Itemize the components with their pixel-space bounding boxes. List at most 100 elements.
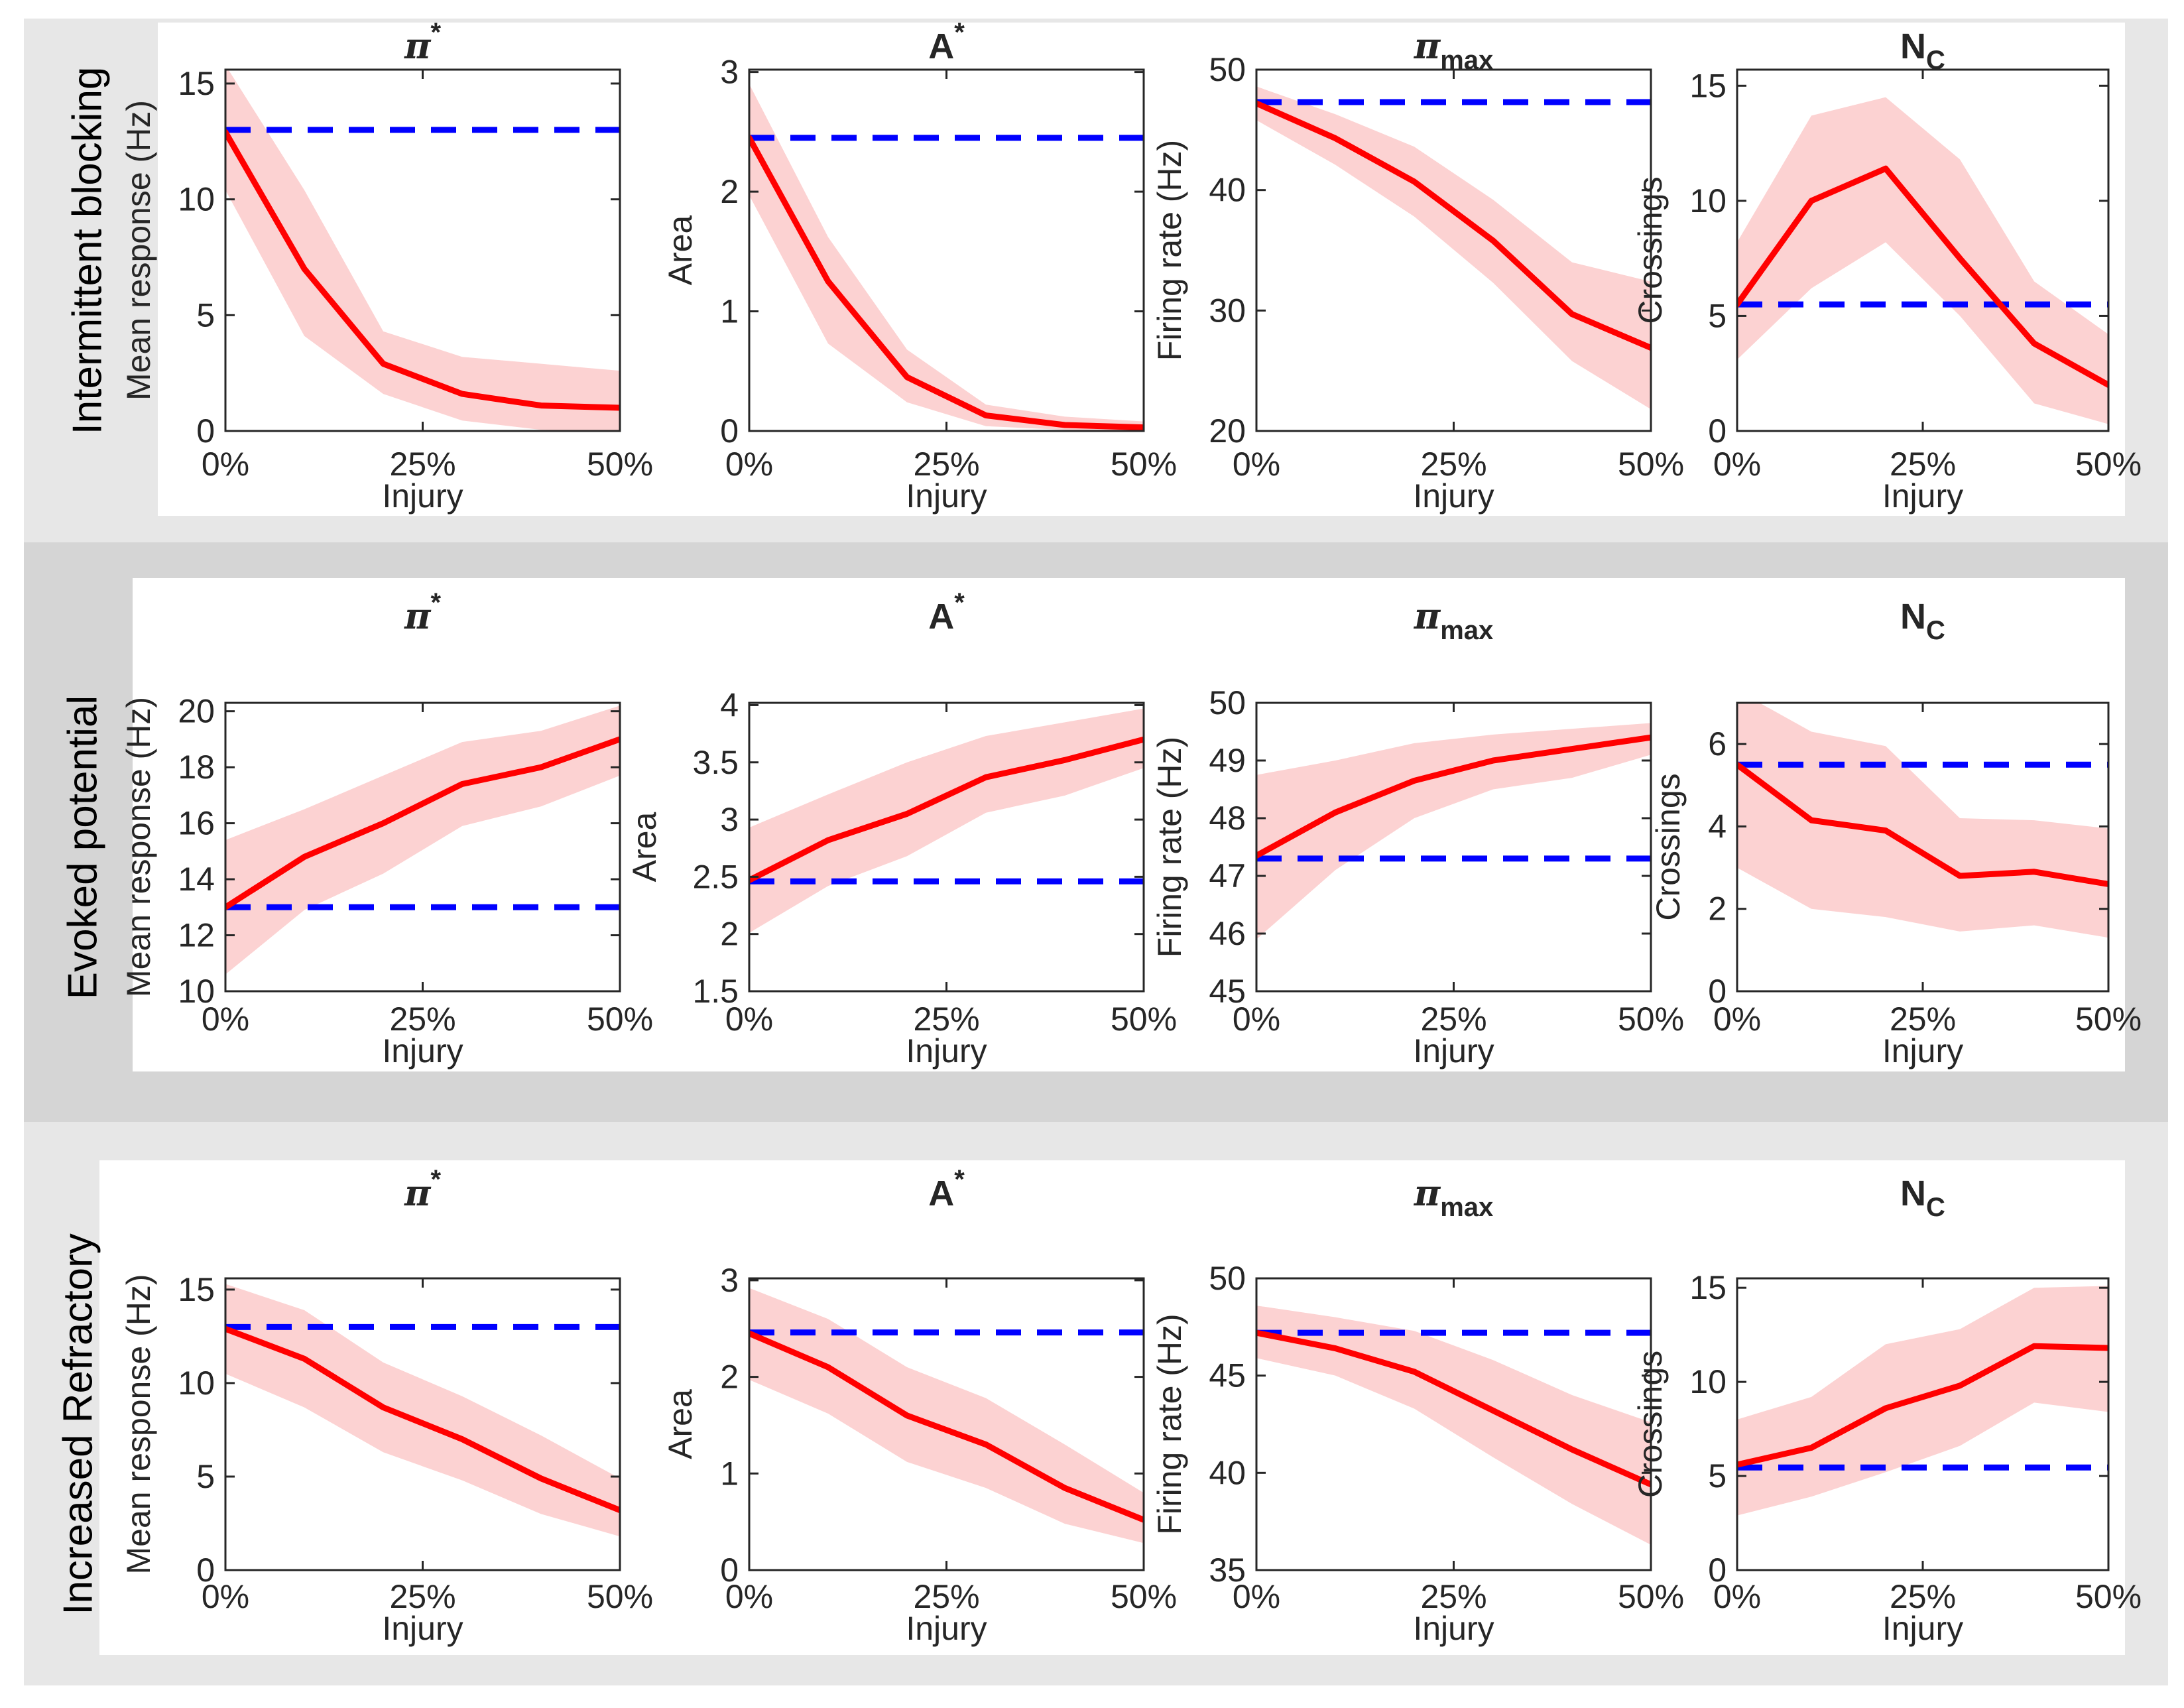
y-tick-label: 1 xyxy=(720,293,739,330)
confidence-band xyxy=(1737,1286,2108,1516)
x-axis-label: Injury xyxy=(1882,1032,1963,1069)
confidence-band xyxy=(1256,723,1651,940)
y-tick-label: 20 xyxy=(178,693,215,730)
x-tick-label: 50% xyxy=(587,446,653,483)
y-tick-label: 6 xyxy=(1708,725,1727,762)
y-tick-label: 4 xyxy=(720,686,739,723)
subplot-title: A* xyxy=(928,18,965,66)
subplot-r3c4: 0% 25% 50% 0 5 10 15 Crossings Injury NC xyxy=(1632,1174,2142,1647)
mean-line xyxy=(749,135,1144,431)
y-tick-label: 10 xyxy=(1689,1363,1727,1400)
y-tick-label: 20 xyxy=(1209,412,1246,450)
y-tick-label: 15 xyxy=(178,65,215,102)
confidence-band xyxy=(225,1284,620,1537)
y-tick-label: 2 xyxy=(720,173,739,210)
y-axis-label: Area xyxy=(662,215,699,286)
y-tick-label: 5 xyxy=(1708,1457,1727,1494)
y-tick-label: 0 xyxy=(720,412,739,450)
y-tick-label: 3 xyxy=(720,54,739,91)
y-tick-label: 50 xyxy=(1209,684,1246,721)
mean-line xyxy=(749,1330,1144,1523)
y-tick-label: 45 xyxy=(1209,1357,1246,1394)
subplot-r3c1: 0% 25% 50% 0 5 10 15 Mean response (Hz) Injury π* xyxy=(120,1165,653,1647)
subplot-title: NC xyxy=(1900,1174,1945,1222)
subplot-r2c3: 0% 25% 50% 45 46 47 48 49 50 Firing rate (Hz) Inju… xyxy=(1151,595,1684,1069)
y-tick-label: 2.5 xyxy=(692,858,739,895)
y-tick-label: 5 xyxy=(1708,297,1727,334)
y-tick-label: 48 xyxy=(1209,800,1246,837)
x-tick-label: 25% xyxy=(1890,1578,1956,1615)
x-axis-label: Injury xyxy=(1882,1610,1963,1647)
y-axis-label: Area xyxy=(662,1389,699,1459)
y-tick-label: 12 xyxy=(178,917,215,954)
y-axis-label: Crossings xyxy=(1632,1351,1669,1498)
y-tick-label: 30 xyxy=(1209,292,1246,329)
subplot-r3c3: 0% 25% 50% 35 40 45 50 Firing rate (Hz) Injury πm… xyxy=(1151,1172,1684,1647)
x-axis-label: Injury xyxy=(906,477,987,515)
x-tick-label: 0% xyxy=(725,1001,773,1038)
subplot-r1c2: 0% 25% 50% 0 1 2 3 Area Injury A* xyxy=(662,18,1177,515)
subplot-title: π* xyxy=(404,588,442,637)
x-tick-label: 0% xyxy=(1233,446,1280,483)
subplot-title: πmax xyxy=(1414,25,1494,75)
subplot-r2c1: 0% 25% 50% 10 12 14 16 18 20 Mean response (Hz) In… xyxy=(120,588,653,1069)
x-tick-label: 50% xyxy=(1618,446,1684,483)
x-tick-label: 50% xyxy=(587,1578,653,1615)
y-tick-label: 3.5 xyxy=(692,744,739,781)
subplot-title: πmax xyxy=(1414,1172,1494,1222)
y-axis-label: Firing rate (Hz) xyxy=(1151,140,1188,361)
confidence-band xyxy=(1737,97,2108,424)
y-axis-label: Area xyxy=(626,812,663,883)
confidence-band xyxy=(1737,703,2108,938)
x-tick-label: 25% xyxy=(389,1001,455,1038)
mean-line xyxy=(225,1325,620,1514)
x-axis-label: Injury xyxy=(906,1610,987,1647)
y-tick-label: 5 xyxy=(196,1458,215,1495)
x-tick-label: 50% xyxy=(587,1001,653,1038)
y-tick-label: 4 xyxy=(1708,808,1727,845)
confidence-band xyxy=(749,1288,1144,1544)
y-axis-label: Mean response (Hz) xyxy=(120,697,157,997)
x-tick-label: 50% xyxy=(1618,1001,1684,1038)
mean-line xyxy=(1256,734,1651,859)
x-tick-label: 25% xyxy=(913,446,979,483)
confidence-band xyxy=(225,70,620,431)
y-axis-label: Crossings xyxy=(1650,773,1687,920)
y-tick-label: 3 xyxy=(720,801,739,838)
y-axis-label: Mean response (Hz) xyxy=(120,1274,157,1575)
y-tick-label: 50 xyxy=(1209,51,1246,88)
subplot-r1c1: 0% 25% 50% 0 5 10 15 Mean response (Hz) Injury π* xyxy=(120,18,653,515)
y-tick-label: 0 xyxy=(1708,973,1727,1010)
x-axis-label: Injury xyxy=(906,1032,987,1069)
x-tick-label: 0% xyxy=(1233,1001,1280,1038)
x-tick-label: 50% xyxy=(1111,1578,1177,1615)
y-tick-label: 2 xyxy=(1708,890,1727,928)
confidence-band xyxy=(1256,86,1651,410)
x-axis-label: Injury xyxy=(382,1032,463,1069)
x-tick-label: 0% xyxy=(202,1578,249,1615)
subplot-title: A* xyxy=(928,1165,965,1213)
x-tick-label: 25% xyxy=(913,1001,979,1038)
subplot-r2c4: 0% 25% 50% 0 2 4 6 Crossings Injury NC xyxy=(1650,597,2142,1069)
y-axis-label: Firing rate (Hz) xyxy=(1151,737,1188,957)
y-tick-label: 15 xyxy=(1689,67,1727,104)
y-tick-label: 0 xyxy=(1708,1552,1727,1589)
mean-line xyxy=(1737,761,2108,887)
x-tick-label: 25% xyxy=(1420,1578,1486,1615)
confidence-band xyxy=(225,705,620,975)
x-tick-label: 50% xyxy=(2075,1578,2142,1615)
y-tick-label: 49 xyxy=(1209,742,1246,779)
x-axis-label: Injury xyxy=(382,1610,463,1647)
y-tick-label: 40 xyxy=(1209,172,1246,209)
x-tick-label: 25% xyxy=(389,1578,455,1615)
subplot-title: π* xyxy=(404,1165,442,1214)
mean-line xyxy=(225,129,620,411)
x-tick-label: 50% xyxy=(1111,1001,1177,1038)
y-tick-label: 18 xyxy=(178,749,215,786)
x-tick-label: 0% xyxy=(202,446,249,483)
subplot-title: A* xyxy=(928,588,965,637)
confidence-band xyxy=(1256,1306,1651,1545)
x-axis-label: Injury xyxy=(1413,1610,1494,1647)
